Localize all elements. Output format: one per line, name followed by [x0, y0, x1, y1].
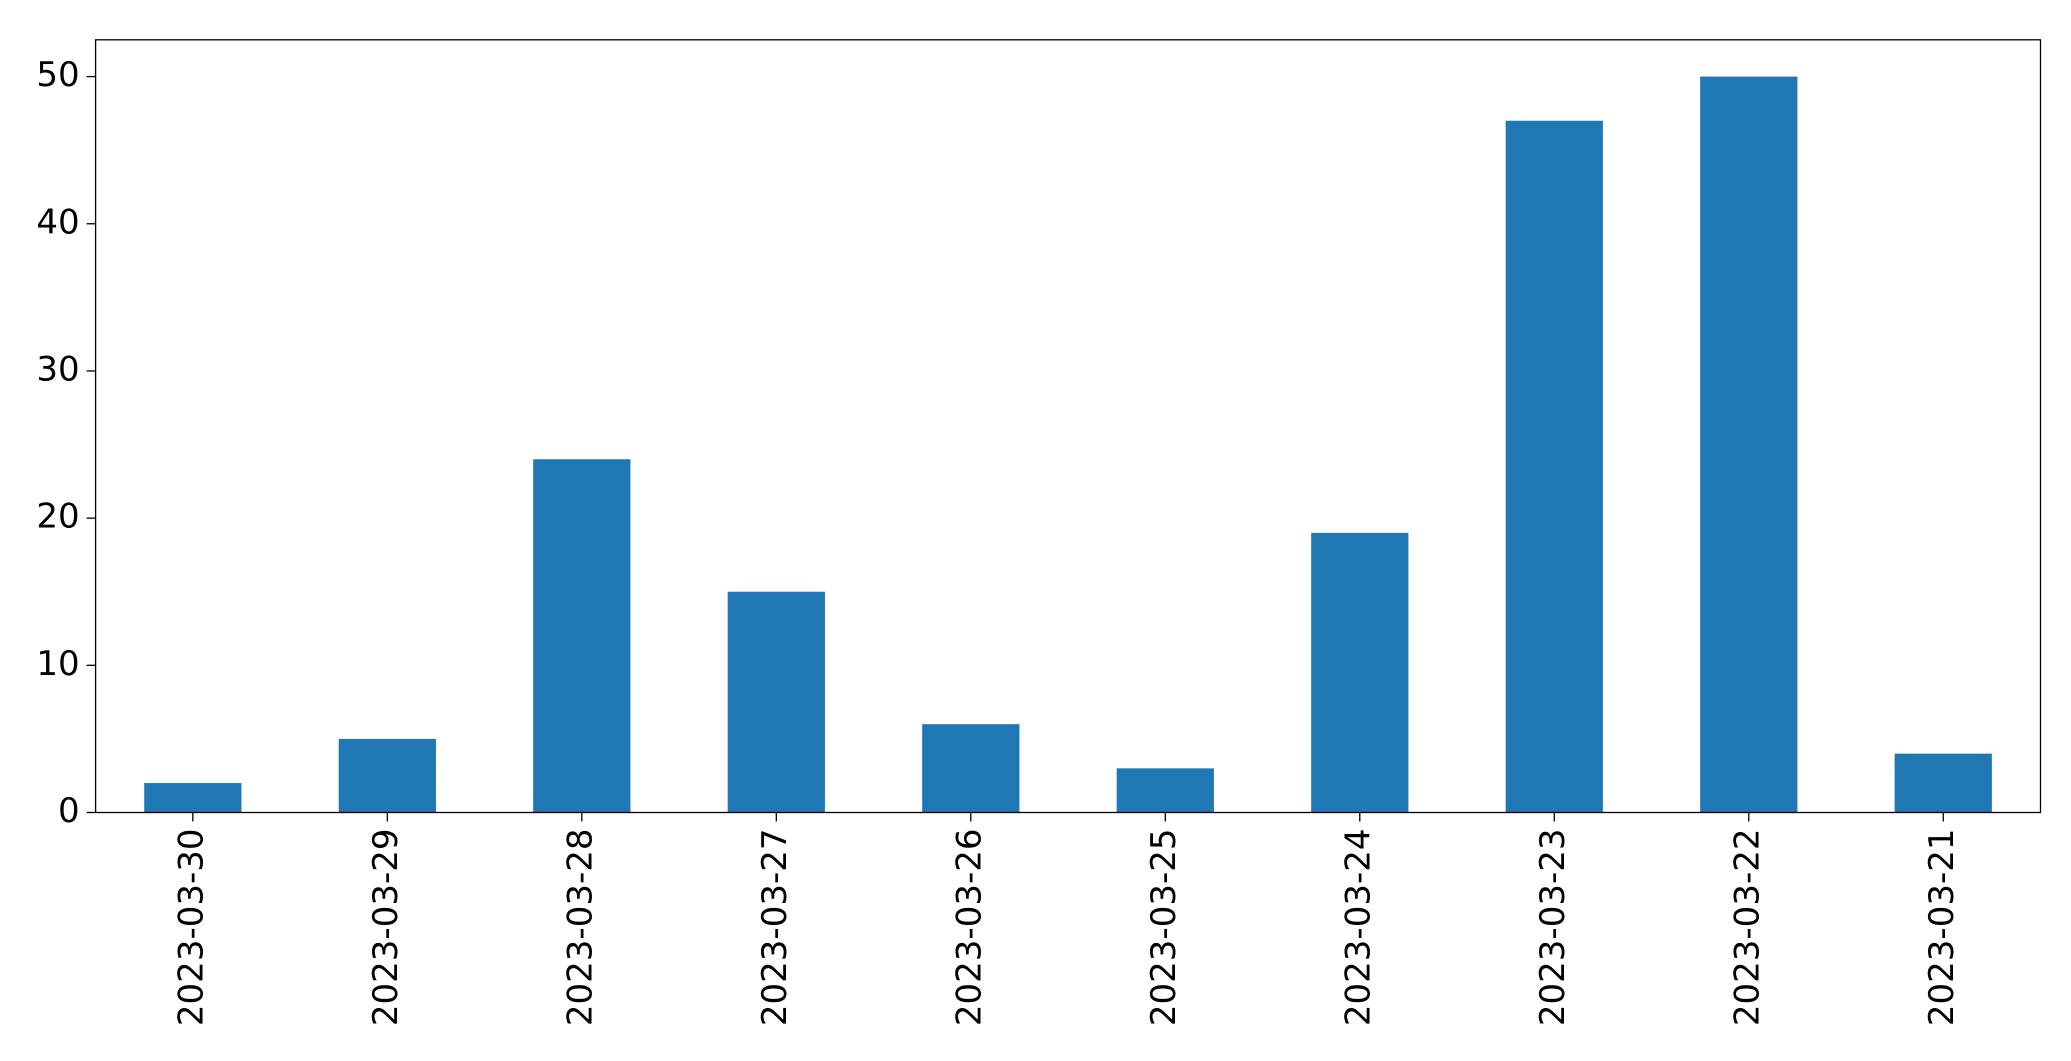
- x-tick-label: 2023-03-27: [755, 829, 795, 1027]
- bar: [922, 724, 1020, 813]
- x-tick-label: 2023-03-24: [1338, 829, 1378, 1027]
- bar: [1505, 120, 1603, 813]
- y-tick-label: 20: [36, 497, 79, 537]
- y-tick-label: 10: [36, 644, 79, 684]
- bar: [1894, 753, 1992, 813]
- x-tick-label: 2023-03-28: [560, 829, 600, 1027]
- x-tick-label: 2023-03-22: [1727, 829, 1767, 1027]
- bar: [144, 783, 242, 813]
- bar: [533, 459, 631, 813]
- y-tick-label: 40: [36, 202, 79, 242]
- x-tick-label: 2023-03-30: [171, 829, 211, 1027]
- bar: [1311, 532, 1409, 813]
- bar: [1700, 76, 1798, 813]
- x-tick-label: 2023-03-25: [1144, 829, 1184, 1027]
- y-tick-label: 30: [36, 349, 79, 389]
- y-tick-label: 50: [36, 55, 79, 95]
- x-tick-label: 2023-03-21: [1922, 828, 1962, 1026]
- plot-frame: [94, 39, 2042, 814]
- y-tick-label: 0: [58, 791, 80, 831]
- bar: [727, 591, 825, 813]
- bar: [338, 738, 436, 813]
- x-tick-label: 2023-03-26: [949, 828, 989, 1026]
- x-tick-label: 2023-03-29: [366, 829, 406, 1027]
- bar: [1116, 768, 1214, 813]
- x-tick-label: 2023-03-23: [1533, 829, 1573, 1027]
